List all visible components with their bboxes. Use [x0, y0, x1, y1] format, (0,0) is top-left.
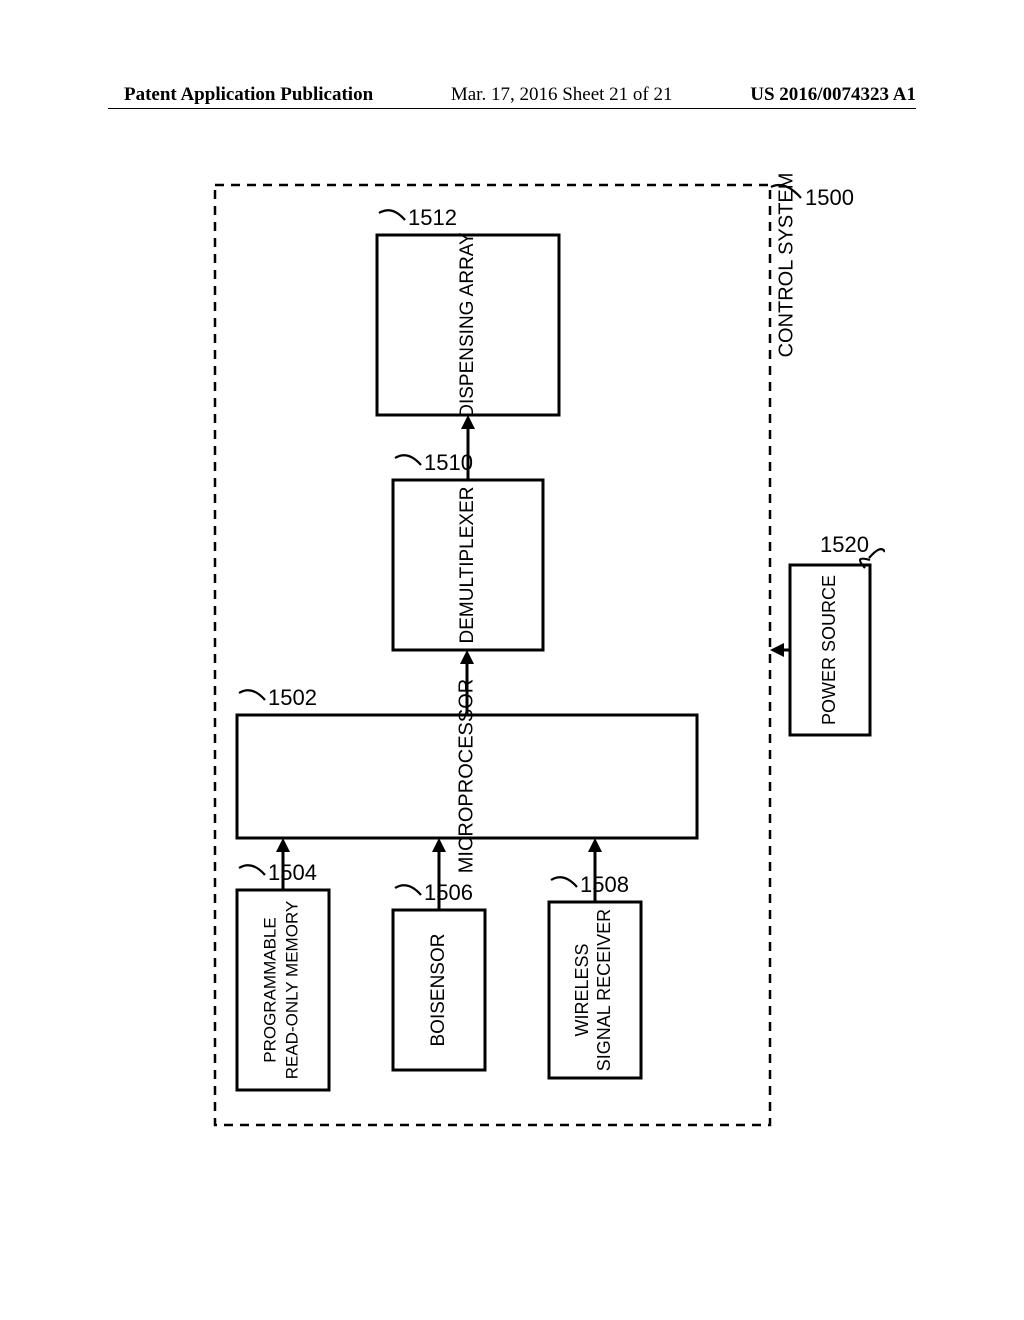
r1502: 1502	[268, 685, 317, 710]
t4: WIRELESS	[572, 943, 592, 1036]
ref1500f: 1500	[805, 185, 854, 210]
page: Patent Application Publication Mar. 17, …	[0, 0, 1024, 1320]
r1508: 1508	[580, 872, 629, 897]
sys-label-f: CONTROL SYSTEM	[775, 173, 797, 358]
header-left: Patent Application Publication	[124, 84, 373, 106]
page-header: Patent Application Publication Mar. 17, …	[0, 84, 1024, 106]
t7: DEMULTIPLEXER	[457, 487, 478, 644]
r1510: 1510	[424, 450, 473, 475]
t2: READ-ONLY MEMORY	[282, 901, 301, 1080]
header-rule	[108, 108, 916, 109]
r1504: 1504	[268, 860, 317, 885]
t5: SIGNAL RECEIVER	[594, 909, 614, 1071]
control-system-diagram-clean: CONTROL SYSTEM 1500 PROGRAMMABLE READ-ON…	[165, 160, 885, 1200]
r1520: 1520	[820, 532, 869, 557]
r1506: 1506	[424, 880, 473, 905]
header-right: US 2016/0074323 A1	[750, 84, 916, 106]
t1: PROGRAMMABLE	[260, 917, 279, 1062]
r1512: 1512	[408, 205, 457, 230]
t9: POWER SOURCE	[819, 575, 839, 725]
t3: BOISENSOR	[428, 934, 449, 1047]
t8: DISPENSING ARRAY	[457, 232, 478, 418]
header-center: Mar. 17, 2016 Sheet 21 of 21	[451, 84, 673, 106]
